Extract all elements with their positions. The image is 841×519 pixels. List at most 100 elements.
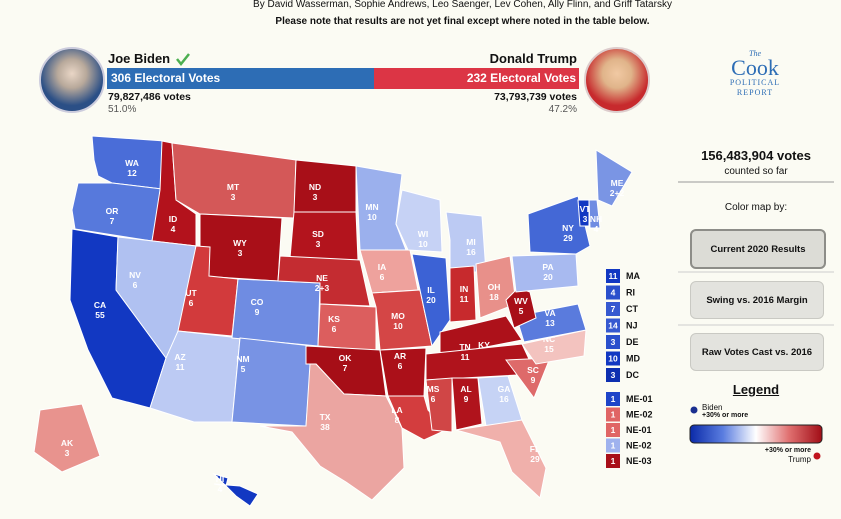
state-ev: 11 [461,352,470,362]
state-abbr: ME [611,178,624,188]
state-ev: 11 [460,294,469,304]
state-code: ME-01 [626,394,653,404]
state-ev: 6 [133,280,138,290]
ev-box [606,318,620,333]
us-map: WA12OR7CA55ID4NV6MT3WY3UT6AZ11CO9NM5ND3S… [33,135,653,507]
state-ev: 3 [238,248,243,258]
state-ev: 7 [110,216,115,226]
ev-box [606,285,620,300]
state-ev: 3 [583,214,588,224]
state-ev: 4 [594,224,599,234]
state [355,165,407,251]
state [371,289,433,351]
ev-count: 4 [611,288,616,298]
state-abbr: CO [251,297,264,307]
state-ev: 11 [176,362,185,372]
state-abbr: WA [125,158,139,168]
state [577,199,590,227]
state-ev: 9 [531,375,536,385]
state [317,303,377,352]
color-map-label: Color map by: [724,202,788,213]
state-ev: 7 [343,363,348,373]
ev-box [606,368,620,382]
state-code: MD [626,354,640,364]
state-ev: 13 [545,318,555,328]
state-ev: 2+2 [610,188,625,198]
biden-bar [107,68,374,89]
state-abbr: GA [498,384,511,394]
state-code: NJ [626,321,638,331]
biden-marker [690,406,698,414]
state-ev: 6 [380,272,385,282]
state [293,159,357,213]
state [171,142,297,219]
state-abbr: MI [466,237,475,247]
trump-pct: 47.2% [548,104,577,115]
state-ev: 3 [316,239,321,249]
ev-count: 3 [611,370,616,380]
ev-count: 3 [611,337,616,347]
state [527,195,591,255]
state-ev: 29 [563,233,573,243]
state-code: NE-02 [626,441,652,451]
state [505,357,551,400]
state-abbr: AR [394,351,406,361]
state-ev: 10 [393,321,403,331]
state-ev: 9 [255,307,260,317]
trump-name: Donald Trump [489,51,577,66]
state-ev: 16 [466,247,476,257]
state-abbr: NY [562,223,574,233]
state-ev: 20 [543,272,553,282]
state-abbr: MO [391,311,405,321]
ev-count: 14 [608,321,618,331]
ev-count: 1 [611,394,616,404]
map-mode-button[interactable]: Current 2020 Results [690,229,826,269]
state [212,472,259,507]
state-code: RI [626,288,635,298]
state-ev: 10 [367,212,377,222]
state-abbr: ND [309,182,321,192]
logo: The Cook POLITICAL REPORT [715,50,795,98]
ev-box [606,302,620,316]
map-mode-button[interactable]: Raw Votes Cast vs. 2016 [690,333,824,371]
legend-gradient [689,424,823,444]
state-abbr: VT [580,204,592,214]
ev-box [606,335,620,349]
trump-electoral: 232 Electoral Votes [466,71,576,85]
map-mode-button[interactable]: Swing vs. 2016 Margin [690,281,824,319]
state [455,419,547,499]
state-ev: 6 [398,361,403,371]
logo-the: The [749,49,761,58]
state [449,265,477,323]
state-ev: 8 [395,415,400,425]
state-ev: 9 [464,394,469,404]
ev-box [606,407,620,422]
state-ev: 20 [426,295,436,305]
state-ev: 18 [489,292,499,302]
state-ev: 4 [218,484,223,494]
state-abbr: KY [478,340,490,350]
ev-count: 10 [608,354,618,364]
state-abbr: MS [427,384,440,394]
state-abbr: LA [391,405,402,415]
legend-biden-note: +30% or more [702,412,749,419]
state [231,278,321,347]
state [259,363,405,501]
logo-political: POLITICAL [729,78,781,87]
total-votes: 156,483,904 votes [701,148,811,163]
state-abbr: TN [459,342,470,352]
state-ev: 15 [544,344,554,354]
state-abbr: KS [328,314,340,324]
state-abbr: MT [227,182,240,192]
state-abbr: PA [542,262,553,272]
state [359,249,419,294]
state-abbr: SD [312,229,324,239]
state-abbr: VA [544,308,555,318]
state-abbr: OK [339,353,353,363]
trump-votes: 73,793,739 votes [494,91,577,103]
state-code: MA [626,271,640,281]
state-ev: 5 [241,364,246,374]
legend-biden: Biden [702,403,723,412]
ev-box [606,351,620,366]
state-ev: 6 [332,324,337,334]
